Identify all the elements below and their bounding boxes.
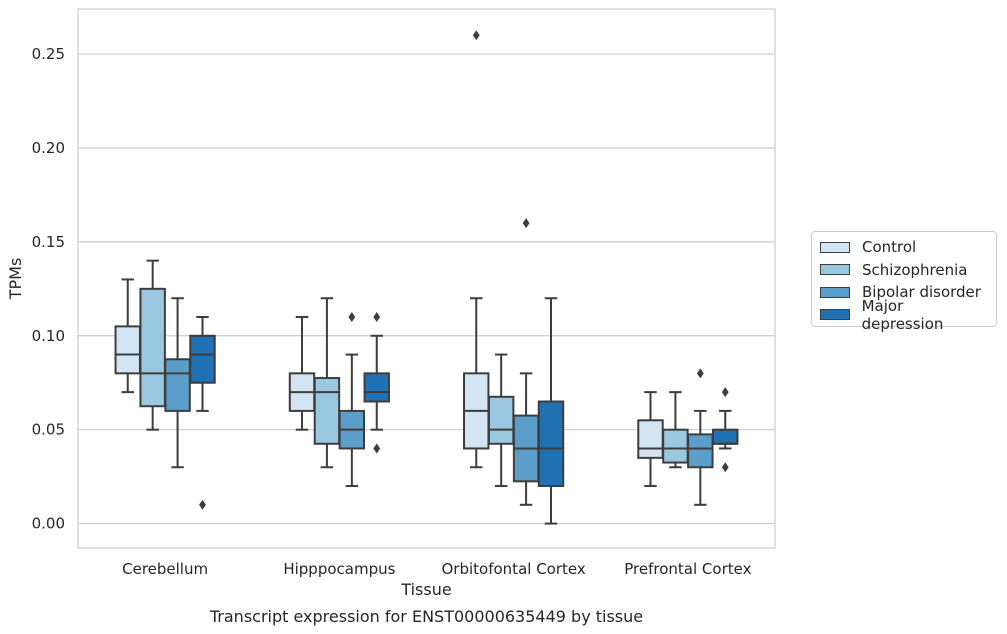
- x-axis-label: Tissue: [400, 580, 451, 599]
- box-0-2: [164, 297, 191, 469]
- box: [164, 358, 191, 412]
- box-2-1: [487, 353, 515, 488]
- outlier-point: [199, 499, 206, 510]
- outlier-point: [373, 443, 381, 454]
- legend-item: Control: [820, 236, 988, 259]
- legend-item: Schizophrenia: [820, 259, 988, 282]
- legend-label: Major depression: [861, 296, 944, 333]
- x-tick-label: Hipppocampus: [283, 560, 395, 578]
- outlier-point: [522, 218, 530, 229]
- box-3-3: [712, 387, 739, 473]
- box-1-2: [338, 312, 366, 488]
- legend-swatch: [820, 309, 850, 321]
- y-tick-label: 0.15: [32, 233, 65, 251]
- box: [189, 334, 216, 384]
- box-2-2: [512, 218, 540, 506]
- legend-label: Bipolar disorder: [862, 283, 981, 302]
- box-2-3: [537, 297, 565, 525]
- y-axis-label: TPMs: [6, 258, 25, 301]
- y-tick-label: 0.05: [32, 421, 65, 439]
- box-0-3: [189, 316, 216, 510]
- x-axis-ticks: Cerebellum Hipppocampus Orbitofontal Corte…: [122, 560, 751, 578]
- box-1-3: [363, 312, 390, 454]
- y-tick-label: 0.10: [32, 327, 65, 345]
- legend-label: Schizophrenia: [862, 260, 968, 279]
- box: [139, 287, 166, 408]
- box: [712, 428, 739, 445]
- box-2-0: [463, 30, 490, 469]
- x-tick-label: Cerebellum: [122, 560, 208, 578]
- legend-item: Major depression: [820, 297, 988, 333]
- plot-area: [77, 8, 776, 549]
- outlier-point: [373, 312, 381, 322]
- box-plots: [114, 30, 739, 525]
- box-1-1: [313, 297, 341, 469]
- box-1-0: [288, 316, 316, 431]
- box-0-1: [139, 259, 166, 431]
- legend-swatch: [820, 286, 850, 298]
- box: [114, 325, 141, 375]
- y-axis-ticks: 0.00 0.05 0.10 0.15 0.20 0.25: [32, 45, 65, 533]
- outlier-point: [721, 462, 729, 473]
- box: [487, 395, 515, 445]
- box-0-0: [114, 278, 141, 394]
- y-tick-label: 0.20: [32, 139, 65, 157]
- outlier-point: [721, 387, 729, 398]
- box: [662, 428, 689, 464]
- box-3-2: [687, 368, 714, 506]
- outlier-point: [696, 368, 704, 379]
- box: [363, 372, 390, 403]
- outlier-point: [348, 312, 356, 322]
- outlier-point: [472, 30, 480, 41]
- box-3-0: [637, 391, 664, 488]
- box: [687, 433, 714, 469]
- box: [537, 400, 565, 488]
- y-tick-label: 0.25: [32, 45, 65, 63]
- box-3-1: [662, 391, 689, 469]
- legend-swatch: [820, 241, 850, 253]
- legend-item: Bipolar disorder: [820, 281, 988, 304]
- box: [313, 377, 341, 445]
- legend: Control Schizophrenia Bipolar disorder Majo…: [811, 231, 997, 333]
- y-tick-label: 0.00: [32, 515, 65, 533]
- x-tick-label: Prefrontal Cortex: [624, 560, 751, 578]
- box: [637, 419, 664, 459]
- x-tick-label: Orbitofontal Cortex: [442, 560, 586, 578]
- legend-swatch: [820, 264, 850, 276]
- chart-title: Transcript expression for ENST0000063544…: [209, 607, 643, 626]
- legend-label: Control: [862, 238, 917, 257]
